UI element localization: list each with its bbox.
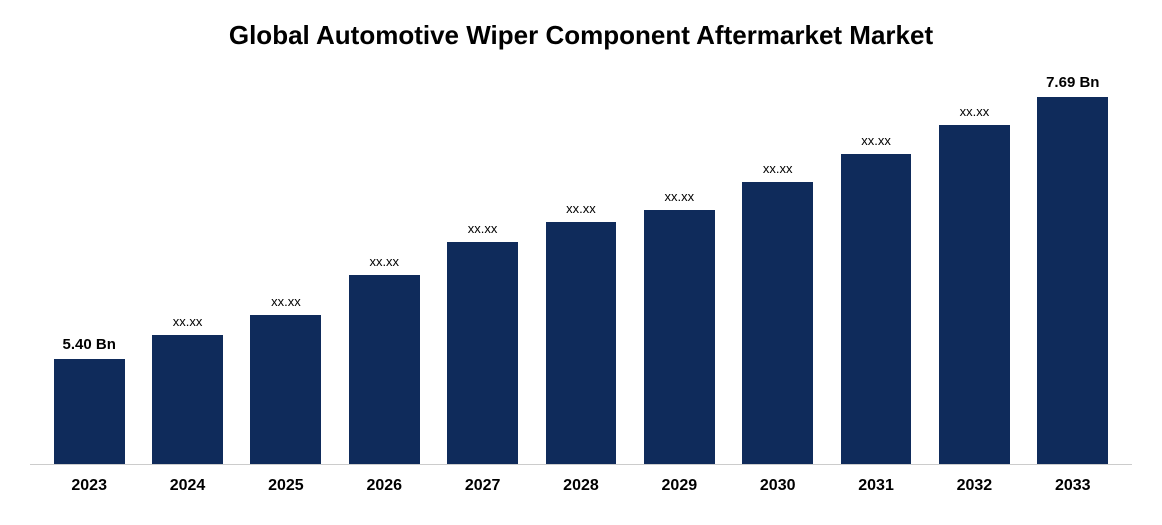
x-axis-label: 2030: [729, 477, 827, 495]
bar-value-label: xx.xx: [271, 294, 301, 309]
bar: [939, 125, 1010, 464]
bar-group: xx.xx: [729, 61, 827, 464]
bar: [447, 242, 518, 464]
bar-group: xx.xx: [532, 61, 630, 464]
bar: [644, 210, 715, 464]
bar: [152, 335, 223, 464]
bar-value-label: xx.xx: [960, 104, 990, 119]
x-axis-label: 2033: [1024, 477, 1122, 495]
bar-group: xx.xx: [237, 61, 335, 464]
x-axis-label: 2024: [138, 477, 236, 495]
bar-value-label: 7.69 Bn: [1046, 74, 1099, 91]
bar: [742, 182, 813, 464]
bar: [349, 275, 420, 464]
plot-area: 5.40 Bn xx.xx xx.xx xx.xx xx.xx xx.xx xx.xx xx.…: [30, 61, 1132, 495]
bar-group: xx.xx: [433, 61, 531, 464]
x-axis-labels: 2023202420252026202720282029203020312032…: [30, 465, 1132, 495]
bar-value-label: 5.40 Bn: [63, 336, 116, 353]
bar-group: xx.xx: [138, 61, 236, 464]
bar-group: xx.xx: [827, 61, 925, 464]
chart-title: Global Automotive Wiper Component Afterm…: [30, 20, 1132, 51]
bar-value-label: xx.xx: [763, 161, 793, 176]
x-axis-label: 2029: [630, 477, 728, 495]
x-axis-label: 2032: [925, 477, 1023, 495]
bar-group: xx.xx: [630, 61, 728, 464]
bar-value-label: xx.xx: [468, 221, 498, 236]
bar: [841, 154, 912, 464]
chart-container: Global Automotive Wiper Component Afterm…: [0, 0, 1162, 525]
bar: [1037, 97, 1108, 464]
bar-group: 5.40 Bn: [40, 61, 138, 464]
bar-value-label: xx.xx: [173, 314, 203, 329]
bar-group: xx.xx: [335, 61, 433, 464]
bar-group: xx.xx: [925, 61, 1023, 464]
bar-value-label: xx.xx: [665, 189, 695, 204]
bar-value-label: xx.xx: [861, 133, 891, 148]
bar: [54, 359, 125, 464]
bar: [250, 315, 321, 464]
x-axis-label: 2027: [433, 477, 531, 495]
x-axis-label: 2026: [335, 477, 433, 495]
x-axis-label: 2023: [40, 477, 138, 495]
bar-group: 7.69 Bn: [1024, 61, 1122, 464]
x-axis-label: 2025: [237, 477, 335, 495]
x-axis-label: 2028: [532, 477, 630, 495]
bars-wrapper: 5.40 Bn xx.xx xx.xx xx.xx xx.xx xx.xx xx.xx xx.…: [30, 61, 1132, 465]
bar-value-label: xx.xx: [566, 201, 596, 216]
bar: [546, 222, 617, 464]
x-axis-label: 2031: [827, 477, 925, 495]
bar-value-label: xx.xx: [369, 254, 399, 269]
